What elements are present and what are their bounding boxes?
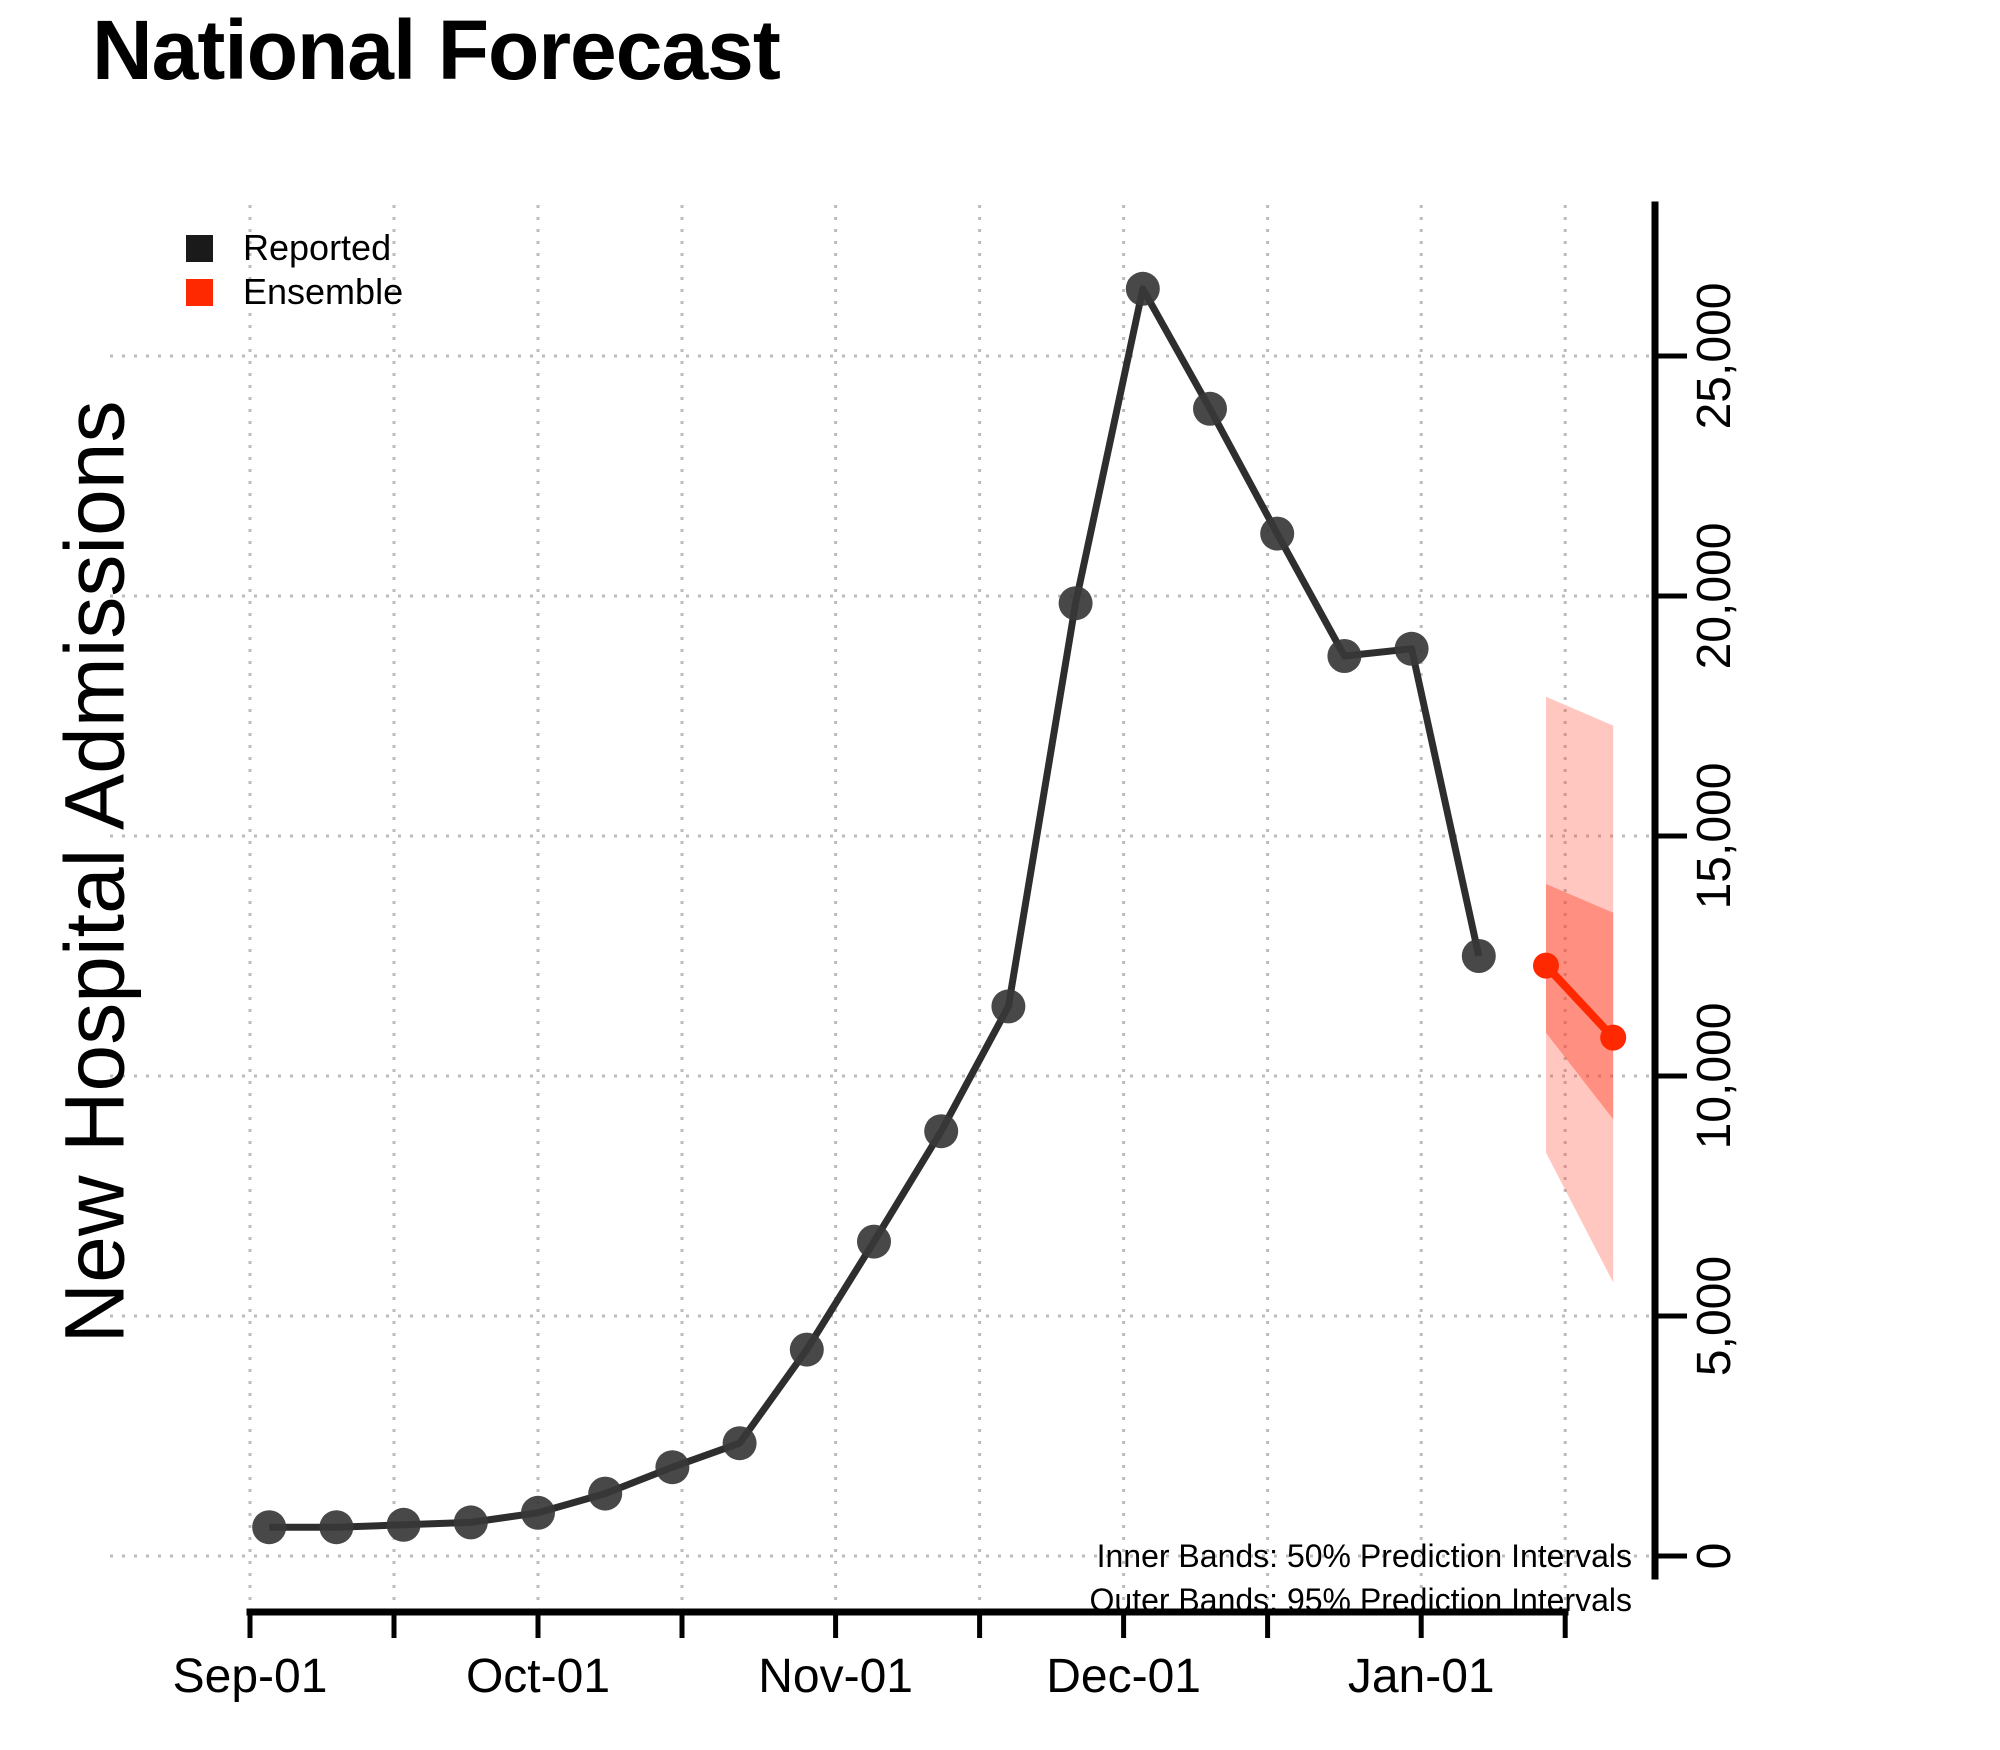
y-axis-label: New Hospital Admissions (47, 400, 142, 1344)
x-tick-label: Jan-01 (1348, 1650, 1495, 1703)
reported-point (655, 1450, 690, 1485)
inner-bands-note: Inner Bands: 50% Prediction Intervals (1096, 1538, 1632, 1574)
legend-label-ensemble: Ensemble (243, 271, 404, 312)
reported-point (1193, 391, 1227, 426)
reported-point (924, 1114, 959, 1149)
legend-item-reported: Reported (186, 226, 403, 270)
reported-point (319, 1510, 354, 1545)
x-tick-label: Oct-01 (466, 1650, 610, 1703)
reported-point (1260, 516, 1295, 551)
ensemble-point (1600, 1024, 1627, 1051)
reported-point (722, 1426, 757, 1461)
reported-point (252, 1510, 287, 1545)
reported-line (269, 285, 1483, 1531)
ensemble-point (1533, 952, 1559, 979)
reported-point (386, 1507, 421, 1542)
y-tick-label: 25,000 (1688, 283, 1741, 430)
x-tick-label: Dec-01 (1046, 1650, 1201, 1703)
y-tick-label: 10,000 (1688, 1003, 1741, 1150)
y-tick-label: 20,000 (1688, 523, 1741, 670)
reported-point (1125, 271, 1160, 306)
outer-bands-note: Outer Bands: 95% Prediction Intervals (1089, 1582, 1633, 1618)
page-title: National Forecast (92, 3, 781, 97)
y-tick-label: 0 (1688, 1543, 1741, 1570)
reported-point (857, 1224, 891, 1259)
reported-point (1394, 631, 1429, 666)
legend-item-ensemble: Ensemble (186, 270, 403, 314)
reported-point (991, 989, 1026, 1024)
reported-point (1327, 639, 1362, 673)
reported-point (521, 1495, 555, 1530)
reported-point (789, 1332, 824, 1367)
ensemble-line (1543, 962, 1617, 1041)
legend-label-reported: Reported (243, 227, 392, 268)
x-tick-label: Sep-01 (173, 1650, 328, 1703)
y-tick-label: 5,000 (1688, 1256, 1741, 1376)
reported-point (453, 1505, 488, 1540)
reported-point (588, 1476, 623, 1511)
reported-point (1058, 586, 1093, 621)
prediction-interval-note: Inner Bands: 50% Prediction Intervals Ou… (1090, 1534, 1633, 1622)
x-tick-label: Nov-01 (758, 1650, 913, 1703)
y-tick-label: 15,000 (1688, 763, 1741, 910)
prediction-band-95 (1546, 696, 1614, 1283)
reported-swatch-icon (186, 234, 213, 262)
legend: Reported Ensemble (186, 226, 403, 314)
ensemble-swatch-icon (186, 278, 213, 306)
reported-point (1461, 939, 1496, 973)
